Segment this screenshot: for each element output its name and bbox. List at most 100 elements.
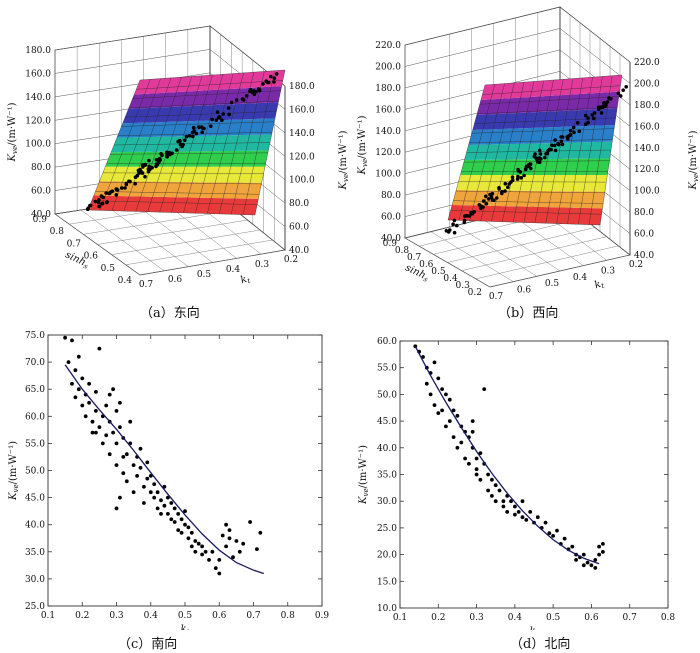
data-point — [136, 168, 141, 173]
z-tick-label-left: 180.0 — [25, 46, 51, 56]
data-point — [162, 503, 167, 508]
x-tick-label: 0.8 — [281, 611, 296, 621]
z-tick-label-right: 180.0 — [289, 82, 315, 92]
data-point — [183, 138, 187, 143]
y-tick-label: 0.9 — [33, 215, 48, 225]
data-point — [141, 163, 145, 167]
data-point — [105, 200, 109, 204]
surface-mesh — [230, 71, 265, 215]
data-point — [220, 118, 224, 122]
data-point — [215, 110, 220, 114]
data-point — [568, 128, 573, 133]
data-point — [515, 177, 520, 181]
y-tick-label: 0.5 — [431, 267, 446, 277]
data-point — [255, 547, 259, 551]
data-point — [221, 112, 225, 116]
data-point — [104, 191, 108, 195]
z-tick-label-left: 40.0 — [381, 234, 401, 244]
data-point — [478, 451, 483, 455]
data-point — [166, 495, 170, 500]
data-point — [237, 549, 242, 554]
data-point — [100, 202, 104, 206]
data-point — [152, 495, 157, 500]
data-point — [159, 152, 163, 156]
plot-frame — [399, 340, 669, 609]
data-point — [184, 134, 189, 139]
y-tick-label: 45.0 — [377, 417, 397, 427]
z-tick-label-right: 100.0 — [634, 187, 660, 197]
data-point — [170, 151, 174, 156]
x-tick-label: 0.6 — [168, 275, 183, 285]
data-point — [451, 435, 456, 439]
fit-curve — [64, 364, 264, 575]
y-tick-label: 15.0 — [377, 577, 397, 587]
data-point — [94, 430, 98, 435]
z-tick-label-right: 40.0 — [289, 246, 309, 256]
z-tick-label-right: 140.0 — [634, 144, 660, 154]
data-point — [506, 185, 510, 190]
data-point — [87, 400, 91, 405]
x-tick-label: 0.2 — [431, 613, 445, 623]
data-point — [501, 504, 506, 509]
data-point — [94, 409, 98, 413]
z-tick-label-left: 60.0 — [381, 213, 401, 223]
data-point — [553, 148, 558, 153]
x-tick-label: 0.7 — [246, 611, 261, 621]
z-tick-label-left: 120.0 — [375, 148, 401, 158]
surface-band — [105, 150, 269, 167]
surface-mesh — [121, 121, 275, 127]
data-point — [535, 515, 540, 520]
z-tick-label-left: 140.0 — [25, 93, 51, 103]
data-point — [159, 512, 163, 516]
z-tick-label-right: 180.0 — [634, 101, 660, 111]
data-point — [556, 142, 561, 147]
data-point — [146, 167, 151, 171]
data-point — [76, 354, 81, 359]
z-tick-label-right: 120.0 — [634, 165, 660, 175]
x-tick-label: 0.1 — [41, 611, 55, 621]
y-tick-label: 40.0 — [25, 521, 45, 531]
data-point — [600, 104, 605, 109]
data-point — [534, 156, 538, 160]
x-tick-label: 0.2 — [284, 255, 298, 265]
data-point — [602, 101, 606, 105]
surface-mesh — [242, 70, 275, 215]
data-point — [114, 506, 119, 511]
data-point — [199, 125, 204, 129]
data-point — [264, 79, 269, 83]
surface-mesh — [136, 80, 283, 90]
data-point — [489, 195, 494, 199]
y-tick-label: 0.8 — [50, 227, 65, 237]
data-point — [176, 139, 180, 144]
data-point — [505, 510, 510, 514]
data-point — [510, 178, 515, 183]
x-tick-label: 0.3 — [255, 260, 270, 270]
data-point — [227, 528, 232, 532]
data-point — [140, 171, 145, 175]
data-point — [196, 541, 201, 546]
z-tick-label-right: 80.0 — [634, 208, 654, 218]
x-tick-label: 0.4 — [226, 265, 241, 275]
data-point — [490, 198, 495, 202]
data-point — [539, 157, 543, 161]
data-point — [99, 194, 104, 198]
data-point — [261, 82, 265, 86]
data-point — [601, 542, 605, 546]
y-tick-label: 35.0 — [25, 548, 45, 558]
data-point — [597, 544, 601, 549]
chart-panel-a: 40.0 40.0 60.0 60.0 80.0 80.0 100.0 100.0 120.0 1… — [0, 0, 350, 321]
data-point — [197, 125, 201, 129]
data-point — [104, 403, 109, 408]
data-point — [440, 387, 444, 391]
x-tick-label: 0.8 — [661, 613, 676, 623]
data-point — [555, 528, 559, 533]
data-point — [516, 510, 521, 514]
x-tick-label: 0.4 — [508, 613, 523, 623]
data-point — [436, 376, 441, 381]
data-point — [258, 530, 263, 535]
z-tick-label-left: 160.0 — [25, 69, 51, 79]
data-point — [510, 175, 515, 179]
data-point — [142, 501, 146, 505]
data-point — [428, 392, 433, 397]
surface-mesh — [567, 77, 593, 224]
